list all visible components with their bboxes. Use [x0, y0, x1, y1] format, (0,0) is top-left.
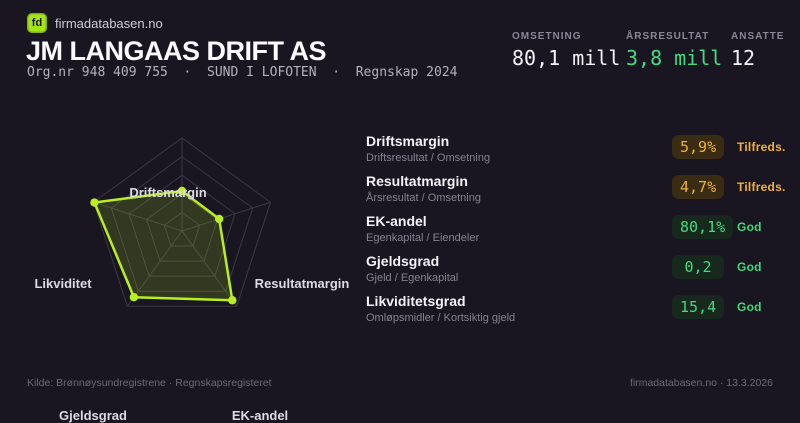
company-meta: Org.nr 948 409 755 · SUND I LOFOTEN · Re… — [27, 65, 458, 80]
brand-name: firmadatabasen.no — [55, 15, 163, 31]
radar-chart-svg — [90, 137, 272, 307]
radar-axis-label-resultatmargin: Resultatmargin — [254, 276, 350, 291]
radar-grid-ring — [146, 193, 218, 262]
metric-rating: Tilfreds. — [737, 140, 786, 154]
radar-spoke — [181, 201, 271, 232]
radar-axis-label-ek-andel: EK-andel — [231, 408, 289, 423]
radar-point — [228, 296, 237, 305]
radar-axis-label-gjeldsgrad: Gjeldsgrad — [59, 408, 127, 423]
radar-point — [90, 198, 99, 207]
stat-value: 12 — [731, 46, 756, 70]
footer-site-link[interactable]: firmadatabasen.no · 13.3.2026 — [629, 377, 773, 389]
radar-point — [214, 214, 224, 224]
metric-name: Driftsmargin — [366, 133, 450, 149]
stat-label: ANSATTE — [731, 31, 785, 42]
radar-grid-ring — [128, 174, 236, 277]
radar-point — [129, 293, 139, 302]
metric-row-ek-andel: EK-andel Egenkapital / Eiendeler 80,1% G… — [366, 213, 780, 249]
radar-chart: Driftsmargin Resultatmargin EK-andel Gje… — [0, 90, 364, 423]
metric-rating: Tilfreds. — [737, 180, 786, 194]
footer-source: Kilde: Brønnøysundregistrene · Regnskaps… — [27, 377, 272, 389]
metric-name: Gjeldsgrad — [366, 253, 440, 269]
stat-ansatte: ANSATTE 12 — [731, 31, 784, 70]
radar-axis-label-driftsmargin: Driftsmargin — [129, 185, 207, 200]
stat-label: ÅRSRESULTAT — [626, 31, 710, 42]
metric-value-badge: 15,4 — [672, 295, 725, 319]
metric-value-badge: 4,7% — [672, 175, 725, 199]
stat-arsresultat: ÅRSRESULTAT 3,8 mill — [626, 31, 722, 70]
stat-label: OMSETNING — [512, 31, 582, 42]
page-title: JM LANGAAS DRIFT AS — [26, 36, 327, 66]
metric-row-likviditetsgrad: Likviditetsgrad Omløpsmidler / Kortsikti… — [366, 293, 780, 329]
radar-spoke — [93, 201, 183, 232]
firmadatabasen-logo-icon: fd — [27, 13, 47, 33]
stat-value: 80,1 mill — [512, 46, 621, 70]
metric-rating: God — [737, 220, 762, 234]
metric-row-gjeldsgrad: Gjeldsgrad Gjeld / Egenkapital 0,2 God — [366, 253, 780, 289]
brand-link[interactable]: fd firmadatabasen.no — [27, 13, 163, 33]
metric-value-badge: 80,1% — [672, 215, 734, 239]
metric-value-badge: 0,2 — [672, 255, 724, 279]
metric-row-driftsmargin: Driftsmargin Driftsresultat / Omsetning … — [366, 133, 785, 169]
radar-spoke — [126, 230, 183, 307]
metric-rating: God — [737, 260, 762, 274]
stat-omsetning: OMSETNING 80,1 mill — [512, 31, 620, 70]
stat-value: 3,8 mill — [626, 46, 723, 70]
radar-spoke — [181, 230, 238, 307]
metric-value-badge: 5,9% — [672, 135, 725, 159]
radar-point — [177, 186, 187, 196]
radar-axis-label-likviditet: Likviditet — [34, 276, 92, 291]
metric-name: EK-andel — [366, 213, 427, 229]
metric-formula: Årsresultat / Omsetning — [366, 192, 481, 204]
radar-grid-ring — [163, 211, 201, 247]
metric-formula: Gjeld / Egenkapital — [366, 272, 459, 284]
metric-row-resultatmargin: Resultatmargin Årsresultat / Omsetning 4… — [366, 173, 785, 209]
metric-formula: Driftsresultat / Omsetning — [366, 152, 491, 164]
radar-data-polygon — [93, 189, 234, 302]
metric-formula: Omløpsmidler / Kortsiktig gjeld — [366, 312, 516, 324]
radar-grid-ring — [92, 137, 272, 307]
metric-formula: Egenkapital / Eiendeler — [366, 232, 480, 244]
metric-name: Likviditetsgrad — [366, 293, 466, 309]
metric-rating: God — [737, 300, 762, 314]
metric-name: Resultatmargin — [366, 173, 468, 189]
